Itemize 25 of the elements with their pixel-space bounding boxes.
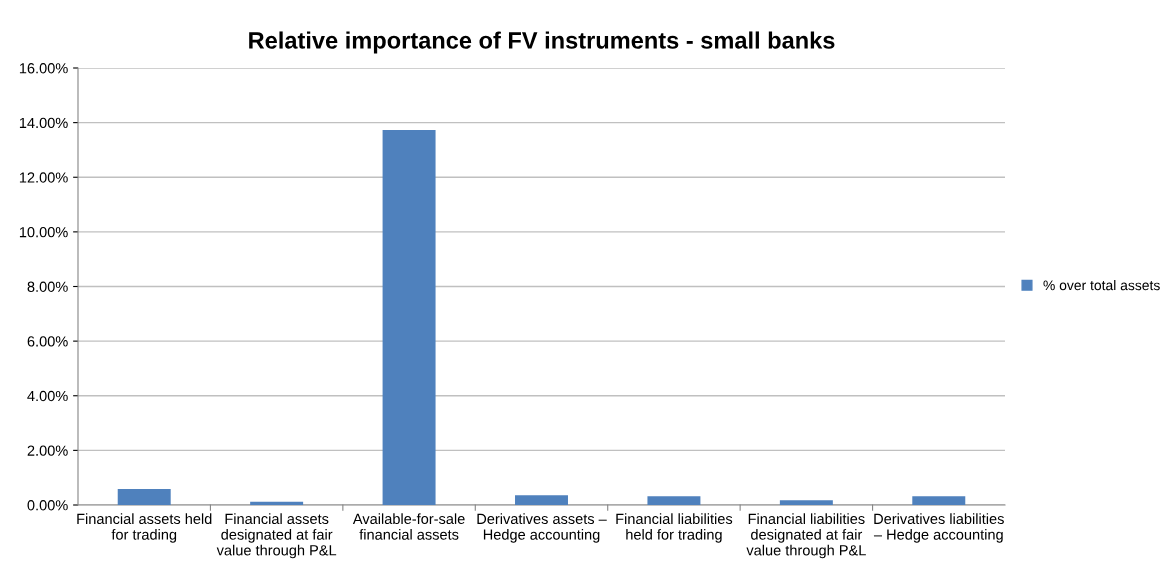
- y-tick-label: 2.00%: [27, 445, 68, 456]
- bar: [647, 496, 701, 505]
- y-tick-label: 10.00%: [19, 226, 68, 238]
- chart-title: Relative importance of FV instruments - small banks: [249, 31, 835, 54]
- bar: [515, 495, 568, 505]
- bar: [250, 501, 304, 505]
- x-tick-label: Financial liabilities held for trading: [616, 513, 733, 543]
- x-tick-label: Available-for-sale financial assets: [352, 513, 465, 540]
- x-tick-label: Financial liabilities designated at fair value through P&L: [746, 513, 866, 559]
- legend-label: % over total assets: [1043, 280, 1160, 291]
- y-tick-label: 0.00%: [27, 500, 68, 511]
- x-tick-label: Financial assets held for trading: [77, 513, 212, 543]
- bar: [382, 130, 436, 505]
- bar: [912, 496, 966, 505]
- y-tick-label: 8.00%: [27, 281, 68, 292]
- bar: [117, 488, 171, 505]
- y-tick-label: 4.00%: [27, 390, 68, 402]
- x-tick-label: Derivatives liabilities – Hedge accounting: [873, 513, 1004, 543]
- y-tick-label: 12.00%: [19, 172, 68, 183]
- x-tick-label: Financial assets designated at fair value through P&L: [216, 513, 337, 559]
- y-tick-label: 14.00%: [19, 117, 68, 129]
- y-tick-label: 6.00%: [27, 336, 68, 347]
- bar: [779, 500, 833, 505]
- y-tick-label: 16.00%: [19, 63, 68, 74]
- x-tick-label: Derivatives assets – Hedge accounting: [477, 513, 607, 543]
